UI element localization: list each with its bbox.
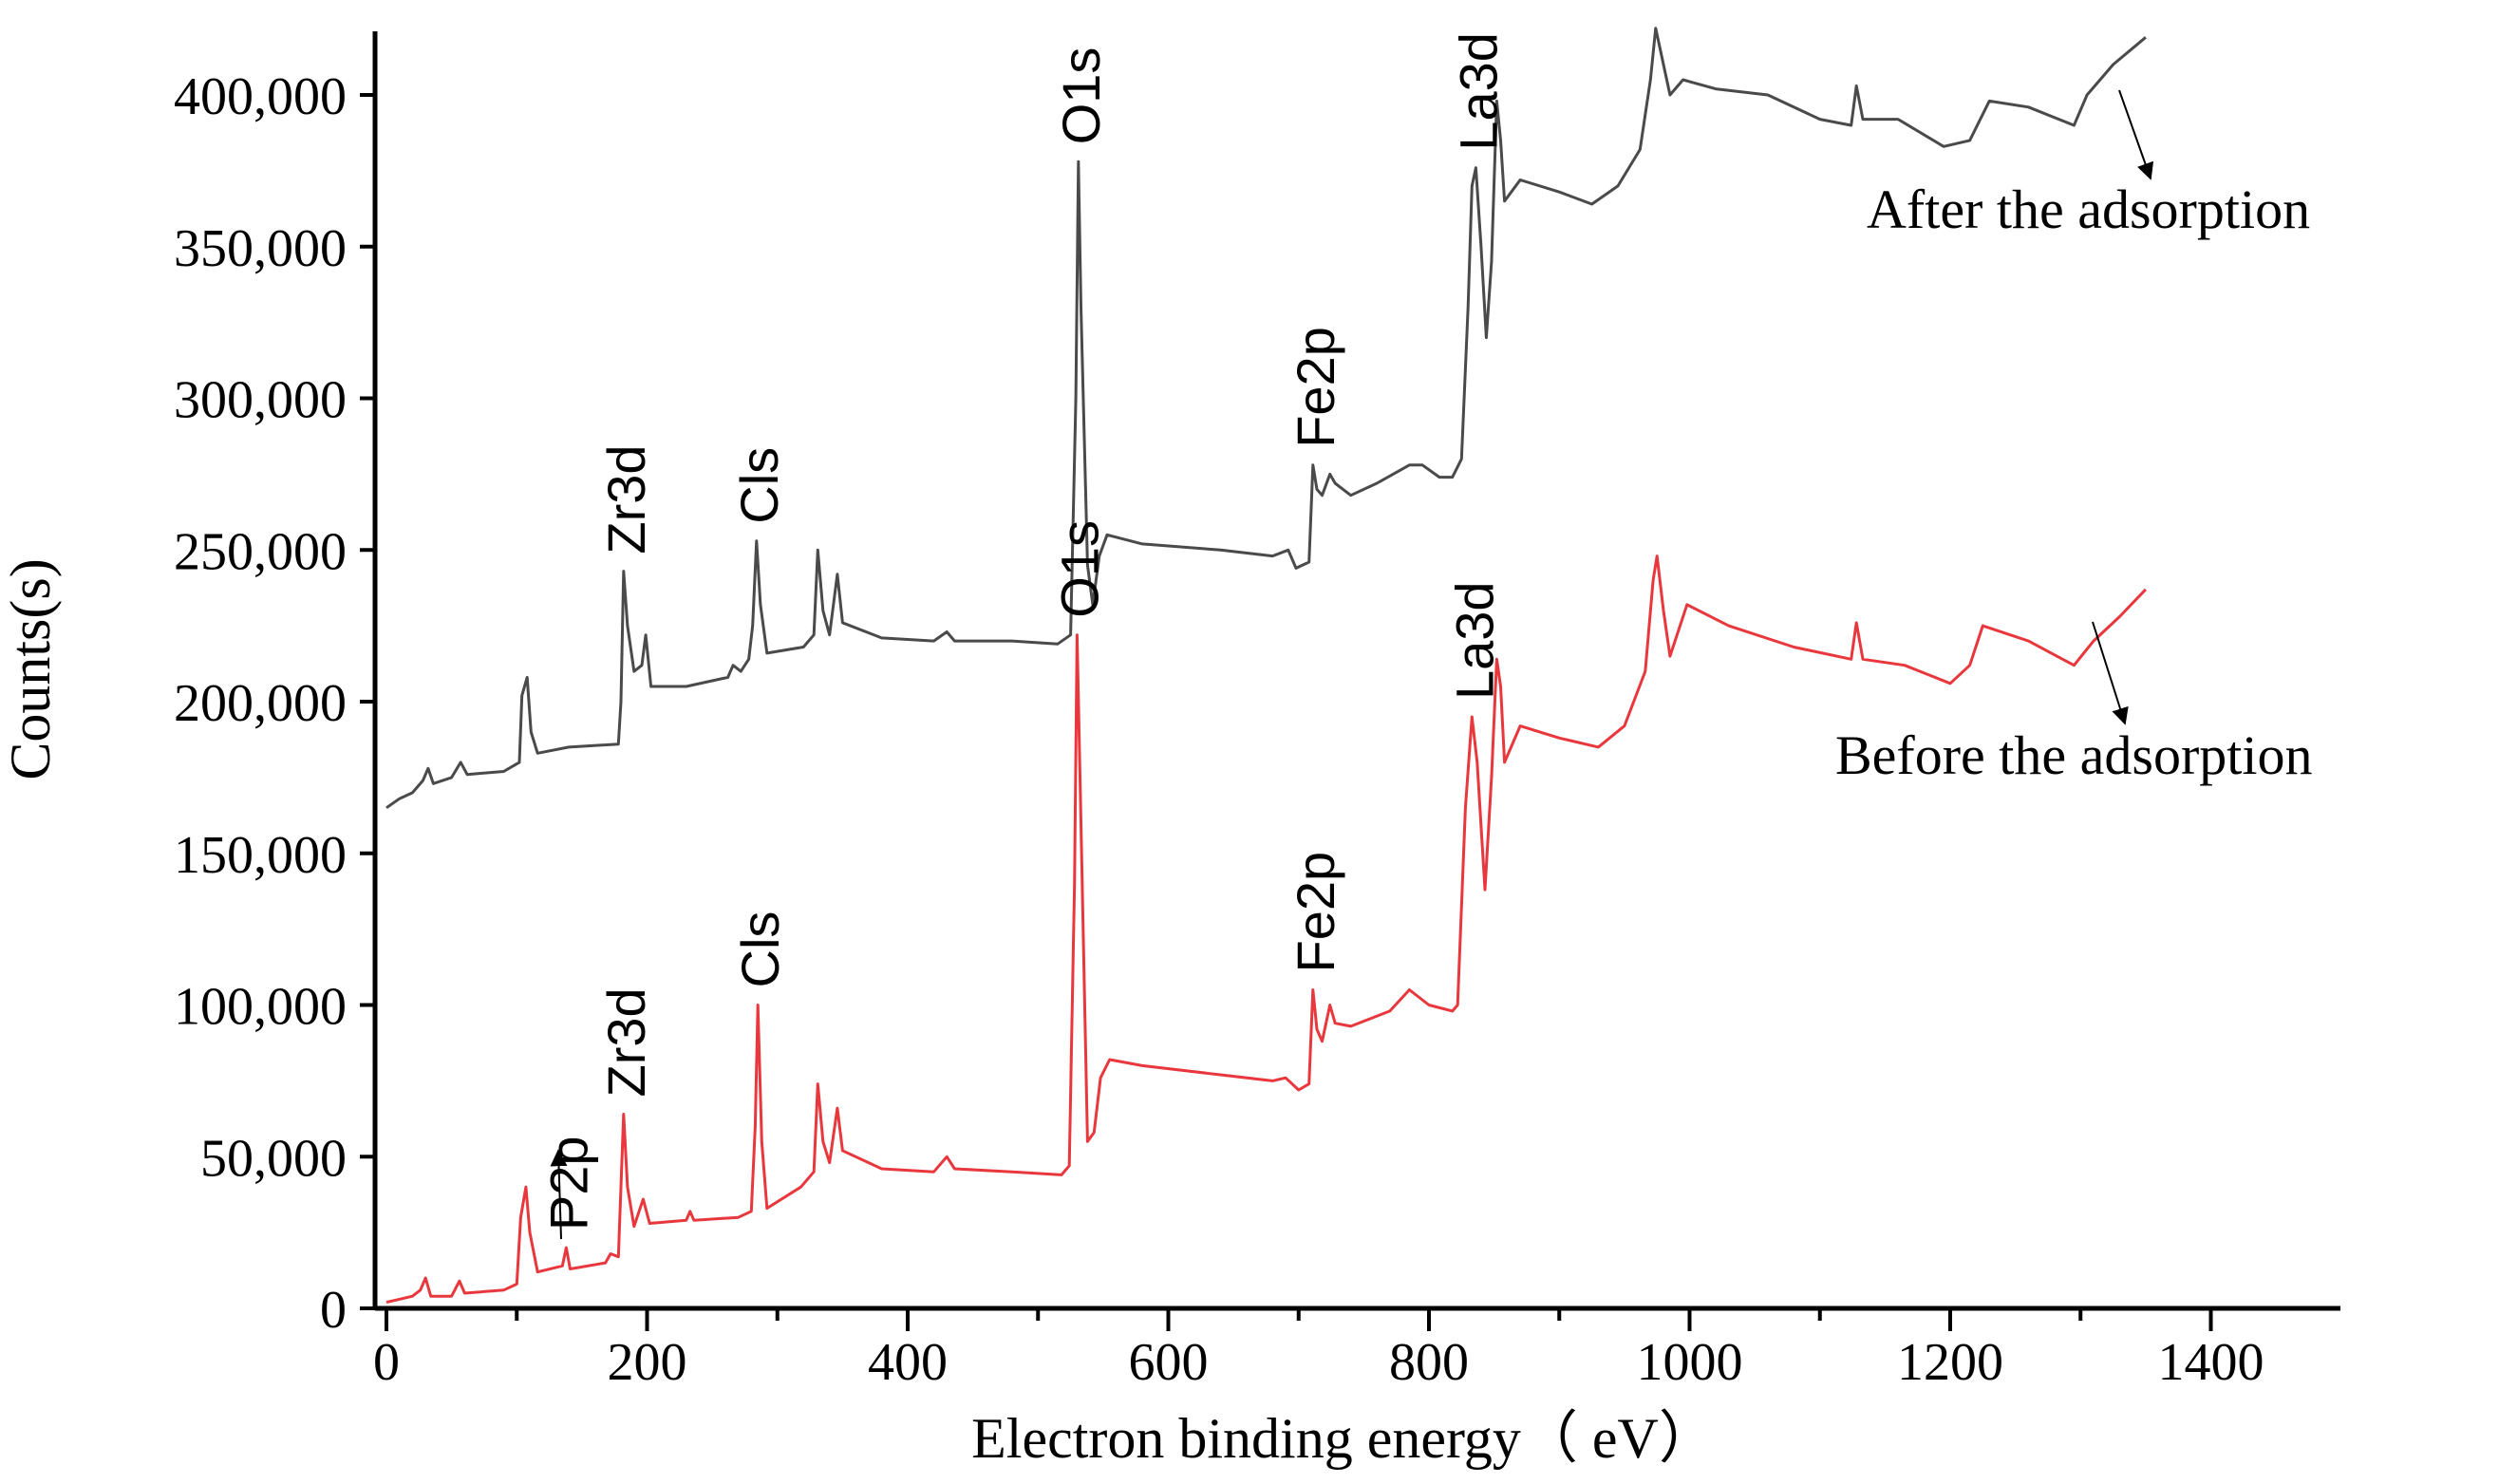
- y-tick-label: 250,000: [174, 522, 347, 581]
- x-tick-label: 200: [608, 1333, 687, 1392]
- legend-after-adsorption: After the adsorption: [1867, 89, 2310, 240]
- y-tick-label: 350,000: [174, 219, 347, 278]
- x-tick-label: 0: [373, 1333, 400, 1392]
- peak-label: P2p: [538, 1136, 598, 1230]
- peak-label: Fe2p: [1286, 327, 1345, 448]
- legend-after-label: After the adsorption: [1867, 178, 2310, 240]
- series-line-before: [385, 554, 2147, 1305]
- y-tick-label: 150,000: [174, 826, 347, 885]
- x-ticks: 0 200 400 600 800 1000 1200 1400: [373, 1308, 2264, 1392]
- peak-label: Cls: [730, 911, 790, 988]
- y-tick-label: 100,000: [174, 978, 347, 1037]
- peak-label: O1s: [1051, 47, 1111, 145]
- peak-label: Zr3d: [596, 987, 656, 1097]
- y-tick-label: 50,000: [200, 1129, 347, 1188]
- peak-label: Cls: [729, 447, 789, 524]
- legend-before-adsorption: Before the adsorption: [1835, 621, 2313, 786]
- y-axis-title: Counts(s): [0, 558, 62, 780]
- x-tick-label: 600: [1129, 1333, 1209, 1392]
- legend-before-label: Before the adsorption: [1835, 724, 2313, 786]
- peak-label: Fe2p: [1286, 852, 1345, 973]
- legend-before-arrow: [2092, 621, 2129, 725]
- y-tick-label: 0: [320, 1281, 347, 1340]
- y-tick-label: 400,000: [174, 67, 347, 126]
- x-tick-label: 400: [868, 1333, 948, 1392]
- series-line-after: [385, 27, 2147, 810]
- peak-label: La3d: [1448, 32, 1508, 151]
- y-ticks: 0 50,000 100,000 150,000 200,000 250,000 300,0…: [174, 67, 375, 1340]
- x-tick-label: 1200: [1897, 1333, 2003, 1392]
- peak-label: La3d: [1444, 581, 1504, 700]
- series-group: [385, 27, 2147, 1305]
- x-tick-label: 800: [1389, 1333, 1469, 1392]
- legend-after-arrow: [2118, 89, 2154, 180]
- p2p-arrow: [550, 1149, 568, 1240]
- p2p-arrow-line: [550, 1149, 568, 1240]
- peak-label: Zr3d: [596, 444, 656, 554]
- x-tick-label: 1000: [1637, 1333, 1743, 1392]
- axes: [372, 31, 2340, 1311]
- y-tick-label: 300,000: [174, 371, 347, 430]
- x-axis-title: Electron binding energy（ eV）: [971, 1407, 1716, 1470]
- x-tick-label: 1400: [2158, 1333, 2264, 1392]
- peak-labels: Zr3d Cls O1s Fe2p La3d P2p Zr3d Cls O1s Fe2p La3d: [538, 32, 1508, 1230]
- peak-label: O1s: [1049, 520, 1109, 618]
- y-tick-label: 200,000: [174, 674, 347, 733]
